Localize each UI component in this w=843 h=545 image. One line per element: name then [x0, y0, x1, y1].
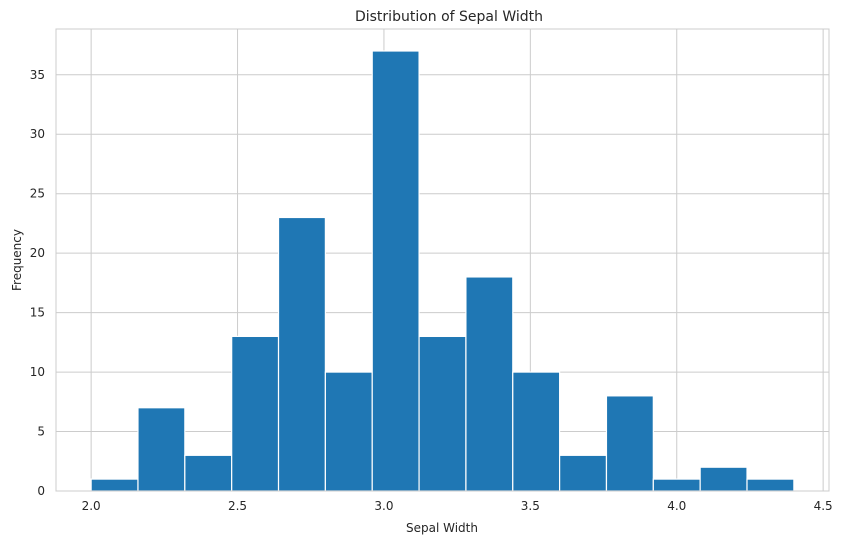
y-tick-label: 15 — [30, 306, 45, 320]
histogram-bar — [465, 276, 514, 492]
bars-layer — [90, 50, 795, 492]
histogram-bar — [371, 50, 420, 492]
y-tick-label: 10 — [30, 365, 45, 379]
histogram-bar — [137, 407, 186, 492]
chart-title: Distribution of Sepal Width — [355, 9, 543, 25]
y-tick-label: 20 — [30, 246, 45, 260]
histogram-bar — [559, 454, 608, 492]
histogram-bar — [231, 335, 280, 492]
histogram-bar — [746, 478, 795, 492]
histogram-bar — [699, 466, 748, 492]
y-tick-label: 5 — [37, 425, 45, 439]
histogram-bar — [184, 454, 233, 492]
x-tick-label: 4.5 — [814, 499, 833, 513]
y-tick-label: 30 — [30, 127, 45, 141]
x-tick-labels: 2.0 2.5 3.0 3.5 4.0 4.5 — [82, 499, 833, 513]
histogram-bar — [90, 478, 139, 492]
x-axis-label: Sepal Width — [406, 521, 478, 535]
y-tick-label: 25 — [30, 187, 45, 201]
x-tick-label: 3.0 — [374, 499, 393, 513]
histogram-bar — [277, 216, 326, 492]
y-tick-label: 35 — [30, 68, 45, 82]
y-tick-labels: 0 5 10 15 20 25 30 35 — [30, 68, 45, 498]
histogram-bar — [418, 335, 467, 492]
x-tick-label: 2.0 — [82, 499, 101, 513]
histogram-bar — [652, 478, 701, 492]
x-tick-label: 3.5 — [521, 499, 540, 513]
grid-layer — [56, 29, 829, 492]
histogram-bar — [605, 395, 654, 492]
y-axis-label: Frequency — [10, 229, 24, 291]
x-tick-label: 2.5 — [228, 499, 247, 513]
x-tick-label: 4.0 — [667, 499, 686, 513]
plot-frame — [55, 28, 830, 492]
histogram-bar — [324, 371, 373, 492]
histogram-bar — [512, 371, 561, 492]
y-tick-label: 0 — [37, 484, 45, 498]
